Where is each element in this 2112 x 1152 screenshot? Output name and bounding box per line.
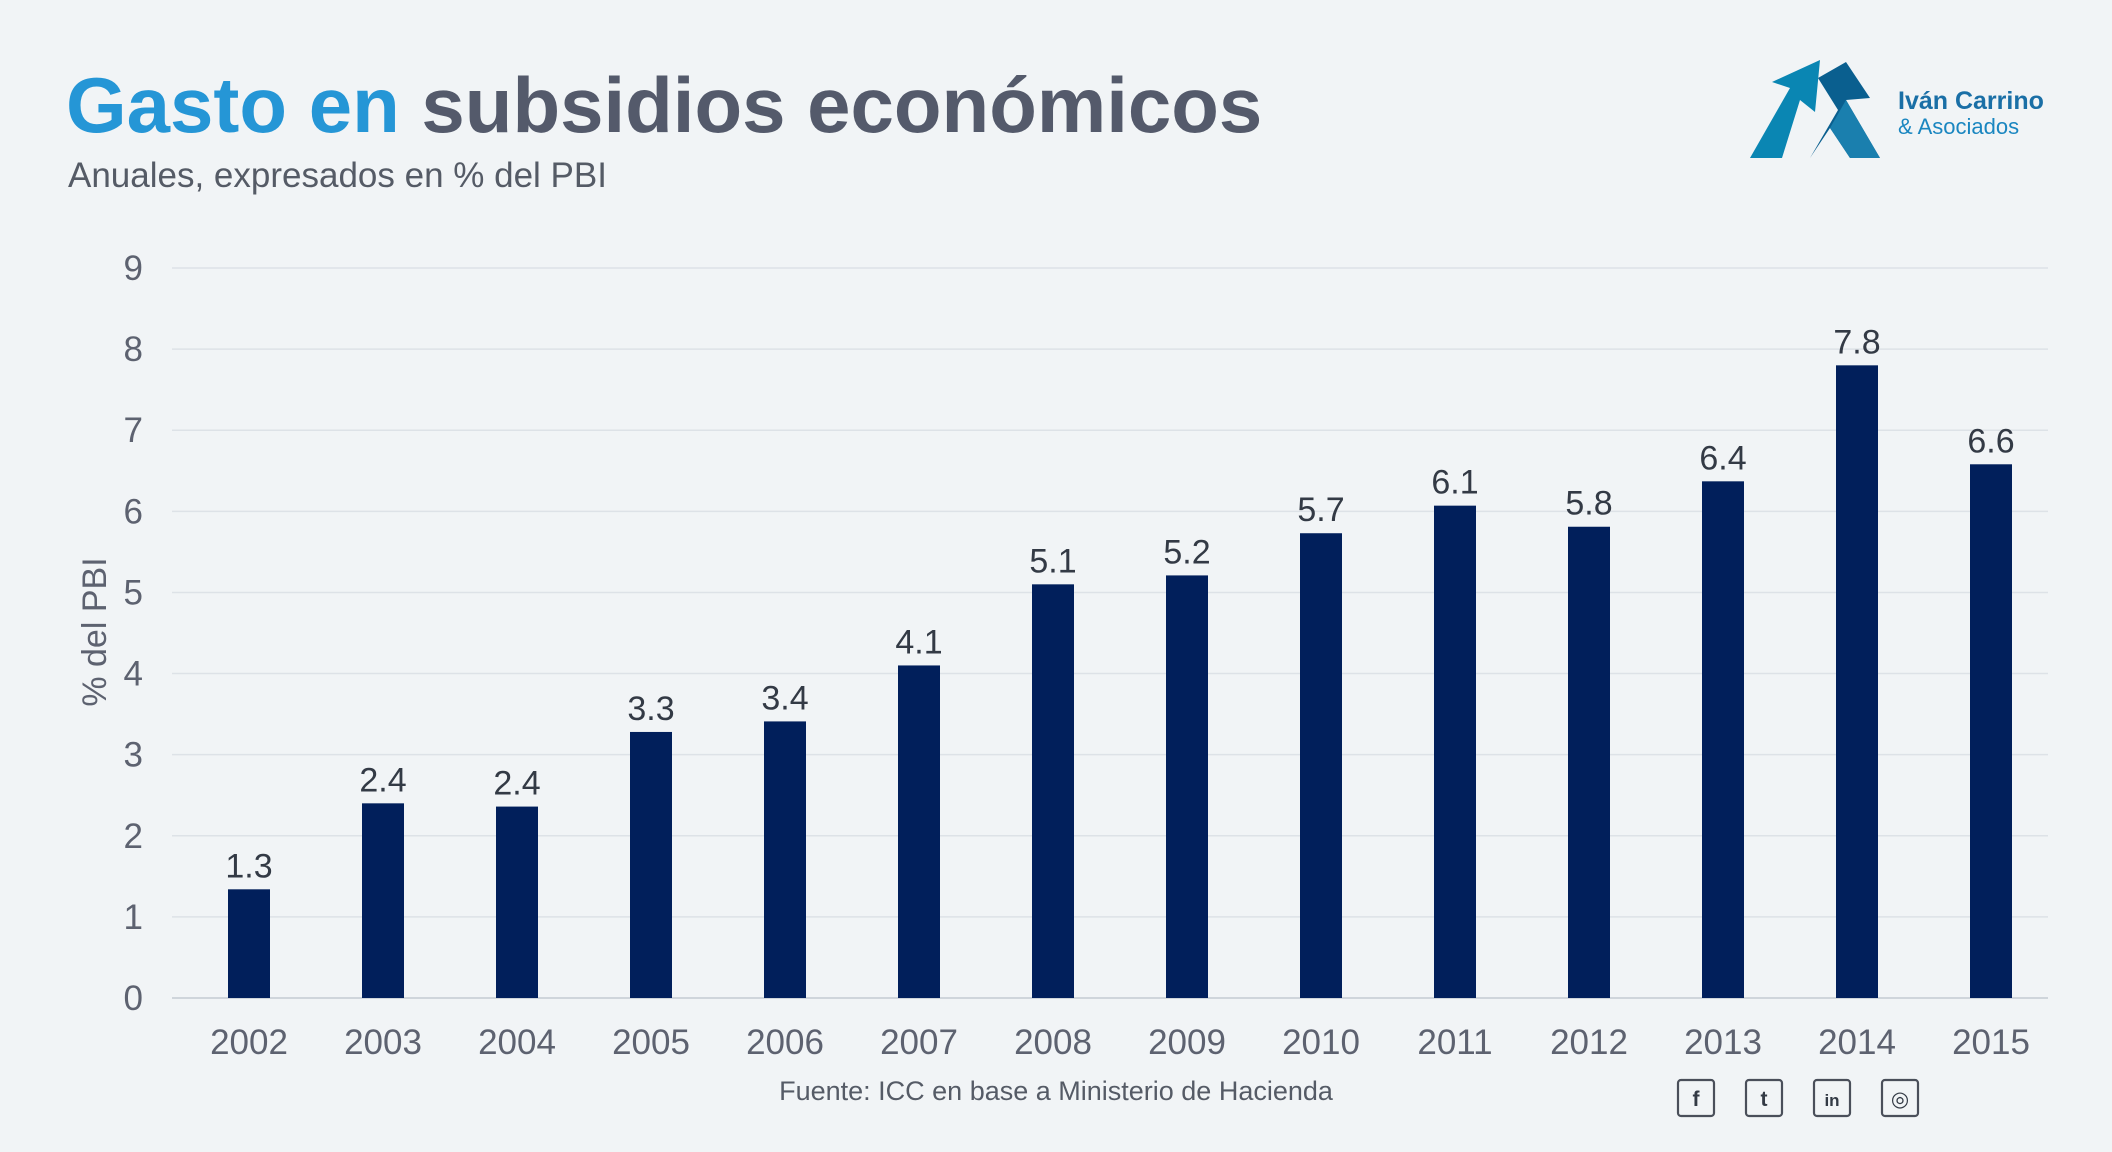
bar [496, 806, 538, 998]
x-tick-label: 2007 [880, 1023, 958, 1062]
y-tick-label: 2 [124, 817, 143, 856]
y-tick-label: 1 [124, 898, 143, 937]
gridlines [172, 267, 2048, 999]
x-tick-label: 2015 [1952, 1023, 2030, 1062]
social-icon-glyph: ◎ [1891, 1088, 1909, 1111]
bar [1032, 584, 1074, 998]
bar [764, 721, 806, 998]
brand-name: Iván Carrino [1898, 87, 2044, 115]
data-label: 1.3 [225, 847, 272, 885]
y-axis-ticks: 0 1 2 3 4 5 6 7 8 9 [124, 249, 143, 1018]
x-tick-label: 2005 [612, 1023, 690, 1062]
bar [1836, 365, 1878, 998]
bars [228, 365, 2012, 998]
social-icon-frame [1744, 1078, 1784, 1118]
x-tick-label: 2002 [210, 1023, 288, 1062]
data-label: 2.4 [493, 765, 540, 803]
bar [1568, 526, 1610, 998]
linkedin-icon[interactable]: in [1812, 1078, 1852, 1118]
instagram-icon[interactable]: ◎ [1880, 1078, 1920, 1118]
facebook-icon[interactable]: f [1676, 1078, 1716, 1118]
bar [1300, 533, 1342, 998]
y-tick-label: 4 [124, 655, 143, 694]
y-tick-label: 3 [124, 736, 143, 775]
data-label: 5.1 [1029, 542, 1076, 580]
y-tick-label: 9 [124, 249, 143, 288]
x-tick-label: 2011 [1417, 1023, 1492, 1062]
bar [362, 803, 404, 998]
social-icon-frame [1812, 1078, 1852, 1118]
social-icon-glyph: f [1693, 1088, 1701, 1111]
y-tick-label: 5 [124, 573, 143, 612]
bar [630, 731, 672, 998]
y-axis-title: % del PBI [76, 557, 114, 706]
bar [1970, 464, 2012, 998]
bar [228, 889, 270, 998]
y-tick-label: 8 [124, 330, 143, 369]
data-label: 4.1 [895, 623, 942, 661]
chart-subtitle: Anuales, expresados en % del PBI [68, 156, 607, 195]
social-icon-frame [1676, 1078, 1716, 1118]
data-label: 5.7 [1297, 491, 1344, 529]
data-label: 2.4 [359, 761, 406, 799]
social-links: f t in ◎ [1676, 1078, 1920, 1118]
data-label: 5.8 [1565, 485, 1612, 523]
logo-mark-left [1750, 60, 1820, 158]
brand-sub: & Asociados [1898, 114, 2019, 139]
brand-logo: Iván Carrino & Asociados [1750, 60, 2044, 158]
y-tick-label: 7 [124, 411, 143, 450]
data-label: 3.3 [627, 690, 674, 728]
bar [1434, 505, 1476, 998]
x-tick-label: 2009 [1148, 1023, 1226, 1062]
y-tick-label: 6 [124, 492, 143, 531]
x-tick-label: 2010 [1282, 1023, 1360, 1062]
x-tick-label: 2014 [1818, 1023, 1896, 1062]
x-tick-label: 2006 [746, 1023, 824, 1062]
data-label: 3.4 [761, 679, 808, 717]
data-label: 6.4 [1699, 439, 1746, 477]
data-label: 6.1 [1431, 464, 1478, 502]
data-label: 7.8 [1833, 323, 1880, 361]
bar [1166, 575, 1208, 998]
data-label: 6.6 [1967, 422, 2014, 460]
x-tick-label: 2003 [344, 1023, 422, 1062]
x-tick-label: 2008 [1014, 1023, 1092, 1062]
data-label: 5.2 [1163, 533, 1210, 571]
x-axis-ticks: 2002 2003 2004 2005 2006 2007 2008 2009 2010 2011… [210, 1023, 2030, 1062]
bar [898, 665, 940, 998]
logo-mark-accent [1830, 100, 1880, 158]
y-tick-label: 0 [124, 979, 143, 1018]
source-note: Fuente: ICC en base a Ministerio de Haci… [779, 1076, 1334, 1106]
title-accent: Gasto en [66, 61, 400, 149]
twitter-icon[interactable]: t [1744, 1078, 1784, 1118]
title-main: subsidios económicos [421, 61, 1262, 149]
social-icon-glyph: t [1761, 1088, 1768, 1111]
chart-title: Gasto en subsidios económicos [66, 61, 1262, 149]
social-icon-glyph: in [1824, 1091, 1839, 1110]
bar [1702, 481, 1744, 998]
social-icon-frame [1880, 1078, 1920, 1118]
x-tick-label: 2004 [478, 1023, 556, 1062]
x-tick-label: 2013 [1684, 1023, 1762, 1062]
x-tick-label: 2012 [1550, 1023, 1628, 1062]
data-labels: 1.3 2.4 2.4 3.3 3.4 4.1 5.1 5.2 5.7 6.1 5.8 6.4 7.8 6… [225, 323, 2014, 885]
